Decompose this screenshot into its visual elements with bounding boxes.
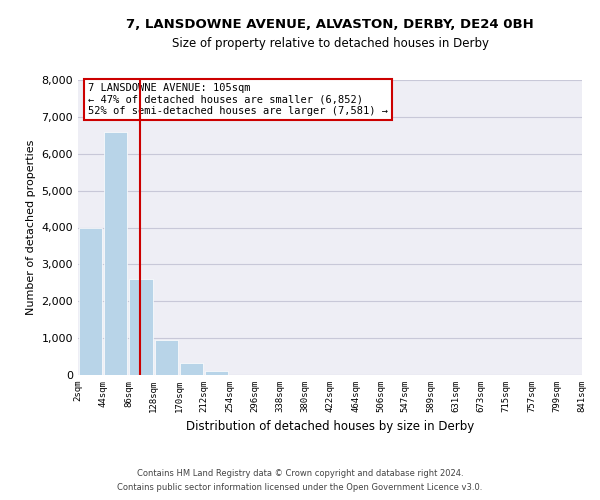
Bar: [155, 340, 178, 375]
Bar: [205, 370, 229, 375]
Text: Size of property relative to detached houses in Derby: Size of property relative to detached ho…: [172, 38, 488, 51]
Text: Contains HM Land Registry data © Crown copyright and database right 2024.: Contains HM Land Registry data © Crown c…: [137, 468, 463, 477]
Bar: [79, 228, 102, 375]
Text: Contains public sector information licensed under the Open Government Licence v3: Contains public sector information licen…: [118, 484, 482, 492]
Y-axis label: Number of detached properties: Number of detached properties: [26, 140, 36, 315]
Bar: [130, 279, 152, 375]
Text: 7, LANSDOWNE AVENUE, ALVASTON, DERBY, DE24 0BH: 7, LANSDOWNE AVENUE, ALVASTON, DERBY, DE…: [126, 18, 534, 30]
X-axis label: Distribution of detached houses by size in Derby: Distribution of detached houses by size …: [186, 420, 474, 434]
Bar: [104, 132, 127, 375]
Bar: [180, 363, 203, 375]
Text: 7 LANSDOWNE AVENUE: 105sqm
← 47% of detached houses are smaller (6,852)
52% of s: 7 LANSDOWNE AVENUE: 105sqm ← 47% of deta…: [88, 83, 388, 116]
